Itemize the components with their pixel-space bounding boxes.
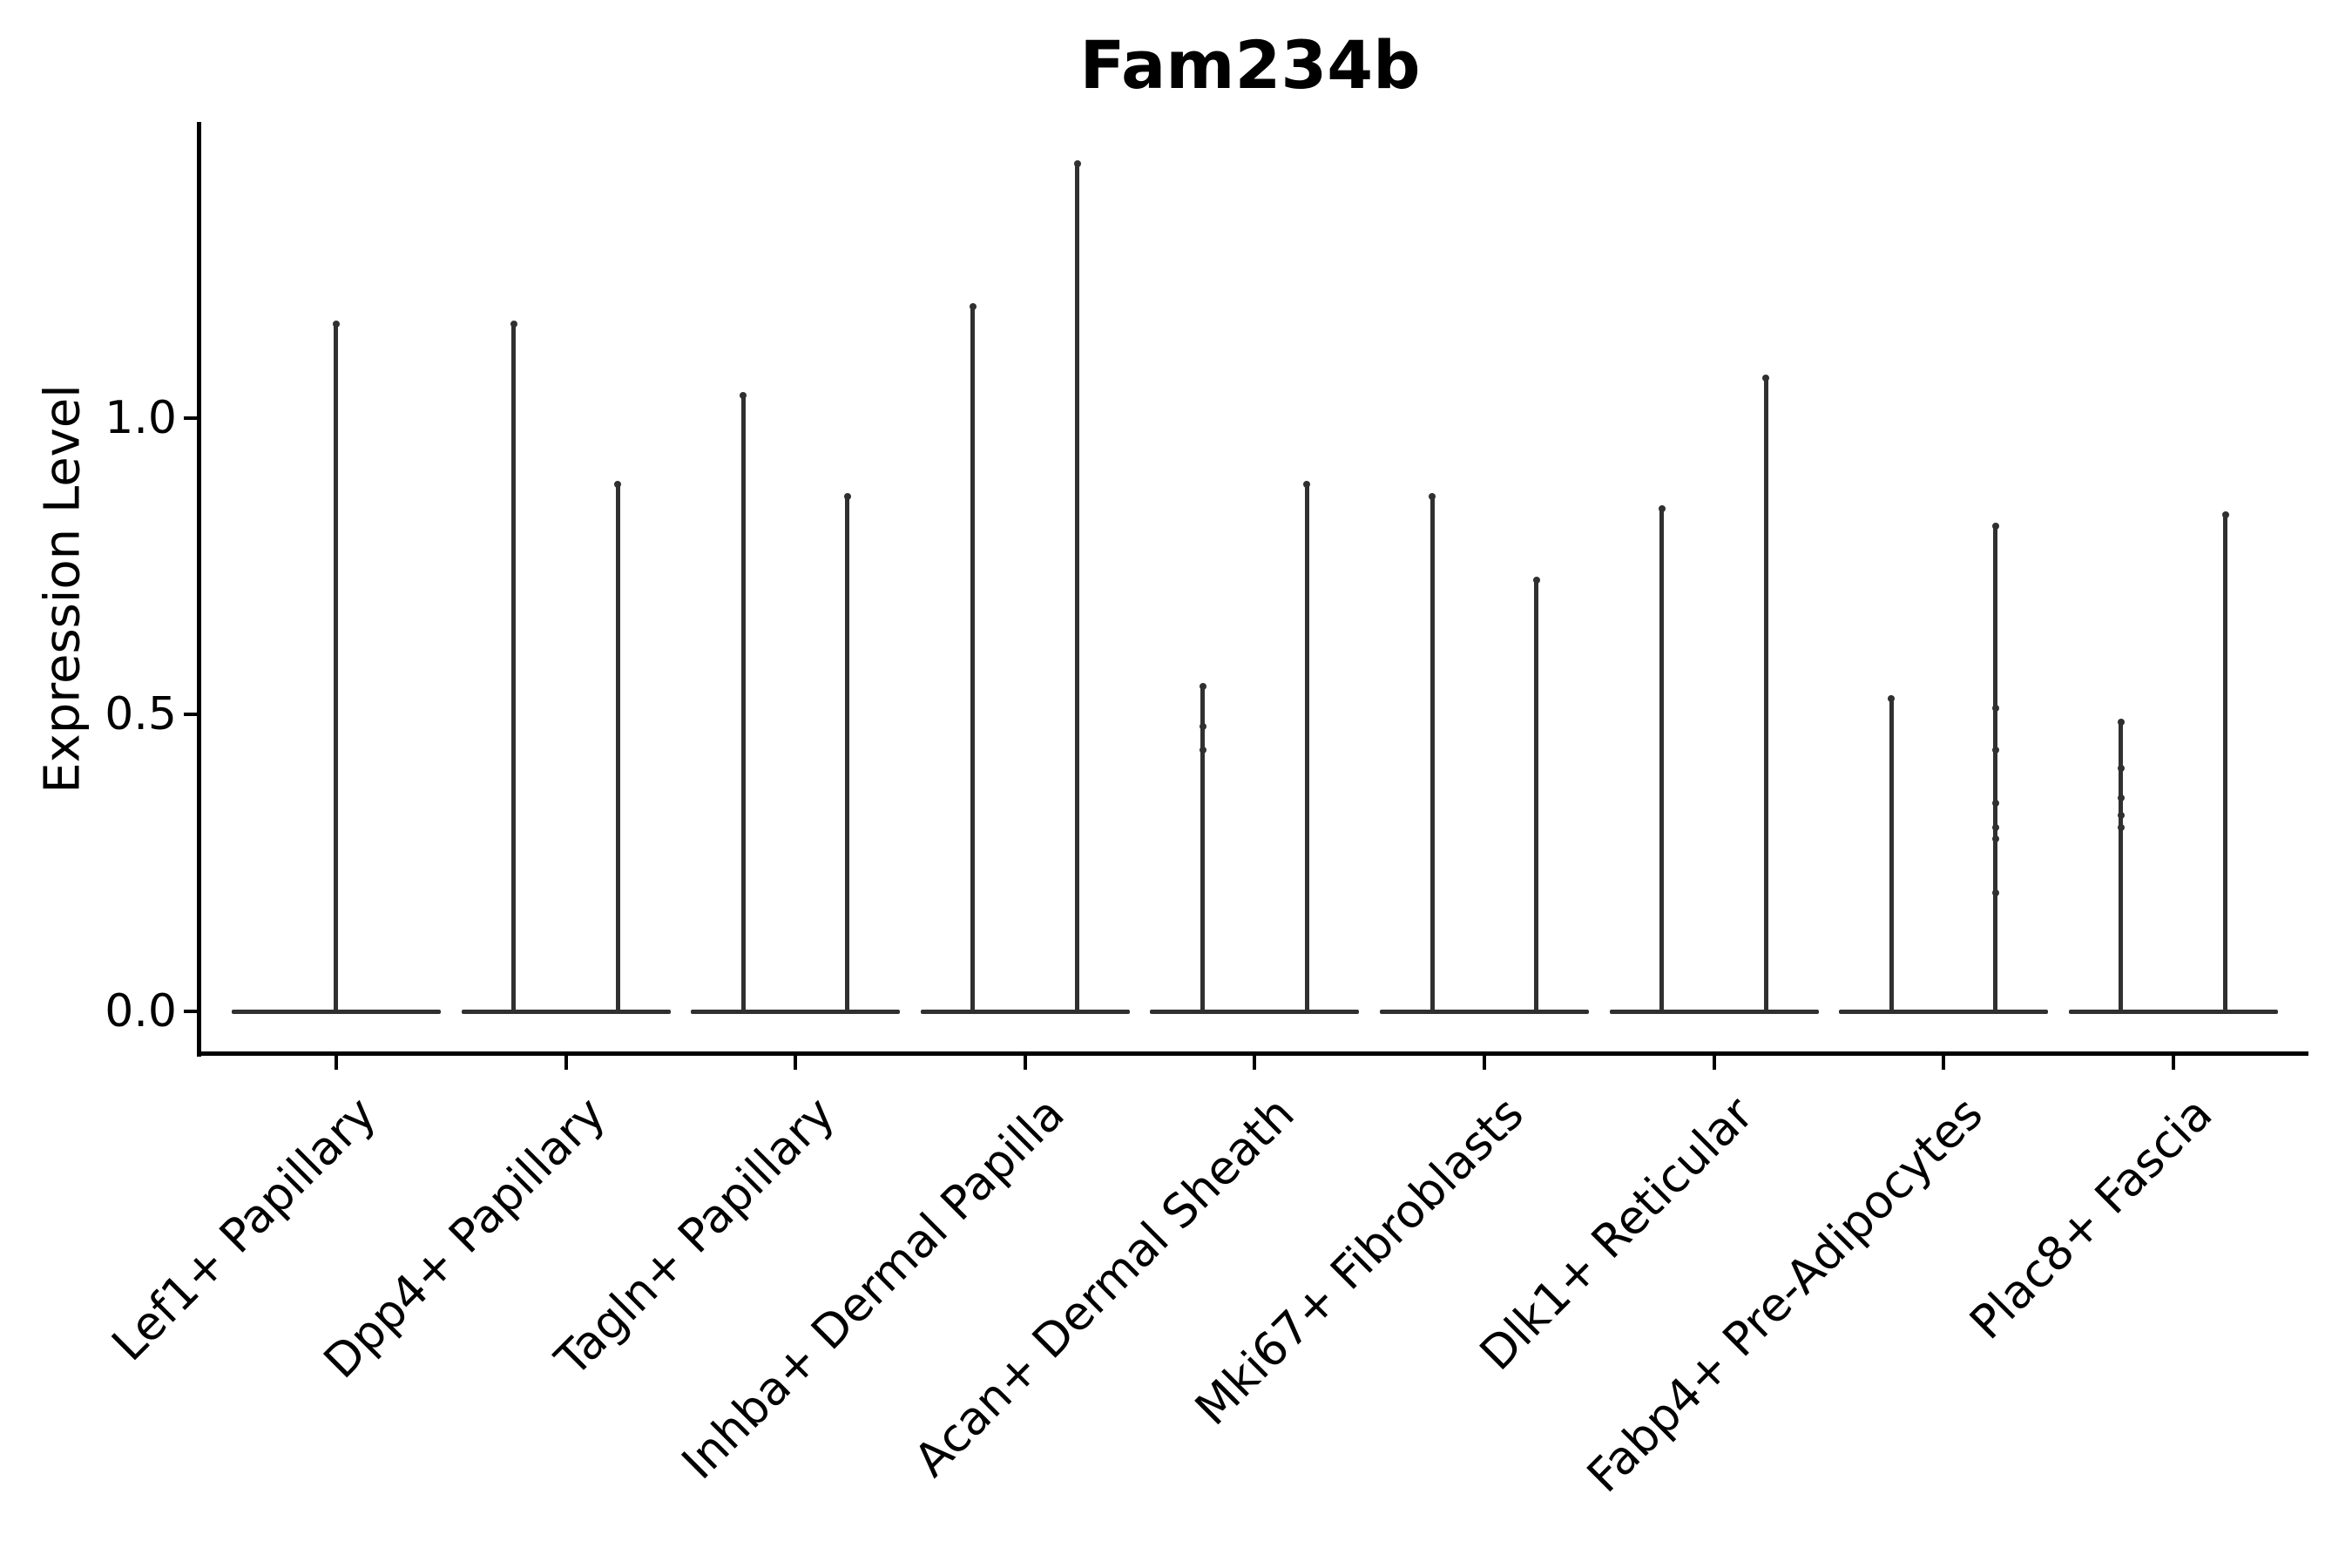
x-tick-label: Fabp4+ Pre-Adipocytes	[1578, 1087, 1994, 1504]
violin-base	[1150, 1009, 1360, 1014]
violin-base	[1609, 1009, 1819, 1014]
x-tick-mark	[1253, 1056, 1257, 1070]
violin-max-point	[1658, 504, 1666, 512]
violin-max-point	[614, 481, 622, 489]
x-tick-label: Acan+ Dermal Sheath	[904, 1087, 1305, 1488]
x-tick-label: Inhba+ Dermal Papilla	[672, 1087, 1075, 1490]
violin-max-point	[1303, 481, 1311, 489]
violin-max-point	[1073, 160, 1081, 168]
cell-point	[2117, 764, 2125, 772]
x-tick-mark	[1482, 1056, 1486, 1070]
x-tick-mark	[564, 1056, 568, 1070]
cell-point	[1991, 889, 1999, 896]
violin-spike	[1200, 685, 1205, 1013]
violin-spike	[1889, 696, 1894, 1013]
violin-spike	[511, 322, 517, 1013]
x-tick-mark	[1023, 1056, 1027, 1070]
cell-point	[1991, 705, 1999, 713]
violin-base	[920, 1009, 1130, 1014]
y-tick-mark	[184, 1010, 199, 1013]
violin-spike	[1659, 506, 1665, 1013]
x-tick-mark	[334, 1056, 338, 1070]
y-tick-label: 0.0	[105, 985, 177, 1037]
violin-spike	[615, 483, 620, 1013]
violin-max-point	[1888, 694, 1896, 702]
violin-base	[2068, 1009, 2278, 1014]
violin-max-point	[1762, 374, 1770, 382]
y-axis-label: Expression Level	[34, 384, 91, 794]
y-tick-mark	[184, 416, 199, 420]
violin-spike	[1993, 524, 1998, 1013]
violin-spike	[1429, 495, 1435, 1013]
violin-max-point	[1199, 683, 1206, 691]
cell-point	[1991, 823, 1999, 831]
violin-spike	[1075, 162, 1079, 1013]
violin-max-point	[843, 493, 851, 501]
violin-base	[461, 1009, 671, 1014]
violin-base	[691, 1009, 901, 1014]
violin-base	[1379, 1009, 1589, 1014]
x-tick-mark	[1942, 1056, 1946, 1070]
y-tick-label: 0.5	[105, 688, 177, 741]
x-tick-mark	[794, 1056, 798, 1070]
cell-point	[1199, 747, 1206, 754]
violin-max-point	[2221, 510, 2229, 518]
violin-spike	[1534, 578, 1539, 1013]
cell-point	[1991, 835, 1999, 843]
cell-point	[1991, 747, 1999, 754]
y-axis-spine	[197, 122, 201, 1057]
violin-spike	[2119, 720, 2124, 1013]
violin-max-point	[1991, 523, 1999, 531]
violin-max-point	[969, 303, 977, 310]
violin-max-point	[2117, 719, 2125, 727]
x-tick-label: Plac8+ Fascia	[1960, 1087, 2223, 1350]
cell-point	[2117, 823, 2125, 831]
cell-point	[1199, 722, 1206, 730]
violin-spike	[1304, 483, 1309, 1013]
cell-point	[1991, 800, 1999, 808]
violin-max-point	[1429, 493, 1436, 501]
violin-max-point	[1532, 576, 1540, 584]
violin-spike	[740, 394, 746, 1013]
y-tick-label: 1.0	[105, 391, 177, 444]
violin-spike	[970, 305, 976, 1013]
cell-point	[2117, 794, 2125, 801]
violin-spike	[845, 495, 850, 1013]
violin-base	[1839, 1009, 2049, 1014]
x-tick-mark	[1712, 1056, 1716, 1070]
y-tick-mark	[184, 713, 199, 717]
x-tick-mark	[2171, 1056, 2175, 1070]
violin-max-point	[332, 321, 340, 328]
violin-max-point	[740, 392, 747, 400]
x-axis-spine	[197, 1051, 2308, 1056]
cell-point	[2117, 812, 2125, 820]
violin-spike	[2223, 512, 2227, 1013]
violin-spike	[1763, 375, 1768, 1013]
violin-max-point	[510, 321, 517, 328]
chart-title: Fam234b	[1079, 26, 1421, 104]
violin-spike	[334, 322, 339, 1013]
